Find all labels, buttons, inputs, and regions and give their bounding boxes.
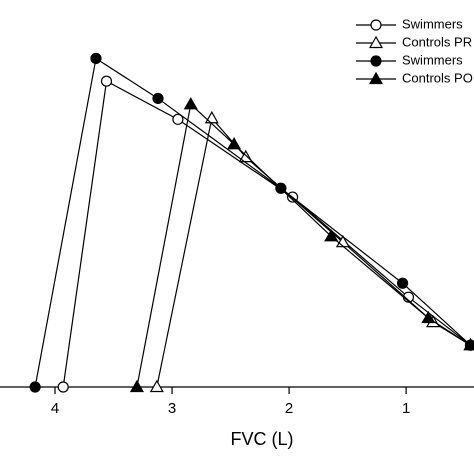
legend-label: Swimmers	[402, 52, 463, 67]
x-tick-label: 3	[168, 400, 176, 417]
data-point	[397, 277, 409, 289]
data-point	[183, 97, 198, 110]
data-point	[324, 229, 339, 242]
x-tick-label: 4	[51, 400, 59, 417]
data-point	[172, 113, 184, 125]
data-point	[29, 381, 41, 393]
data-point	[149, 379, 164, 393]
series-line	[156, 116, 471, 388]
x-axis-label: FVC (L)	[231, 429, 294, 449]
data-point	[152, 92, 164, 105]
data-point	[100, 75, 113, 87]
legend-marker	[370, 19, 382, 31]
x-tick-label: 2	[285, 400, 293, 417]
data-point	[227, 137, 242, 150]
data-point	[204, 111, 219, 124]
data-point	[90, 52, 102, 65]
legend-marker	[368, 71, 384, 85]
legend-label: Controls PR	[402, 34, 472, 49]
series-line	[62, 80, 471, 388]
data-point	[463, 337, 474, 351]
series-line	[136, 103, 471, 388]
x-tick-label: 1	[402, 400, 410, 417]
legend-label: Controls PO	[402, 70, 473, 85]
data-point	[57, 381, 69, 393]
legend-marker	[370, 55, 382, 67]
series-line	[34, 57, 471, 388]
legend-marker	[368, 35, 384, 49]
data-point	[421, 310, 436, 324]
data-point	[129, 379, 144, 393]
legend-label: Swimmers	[402, 16, 463, 31]
